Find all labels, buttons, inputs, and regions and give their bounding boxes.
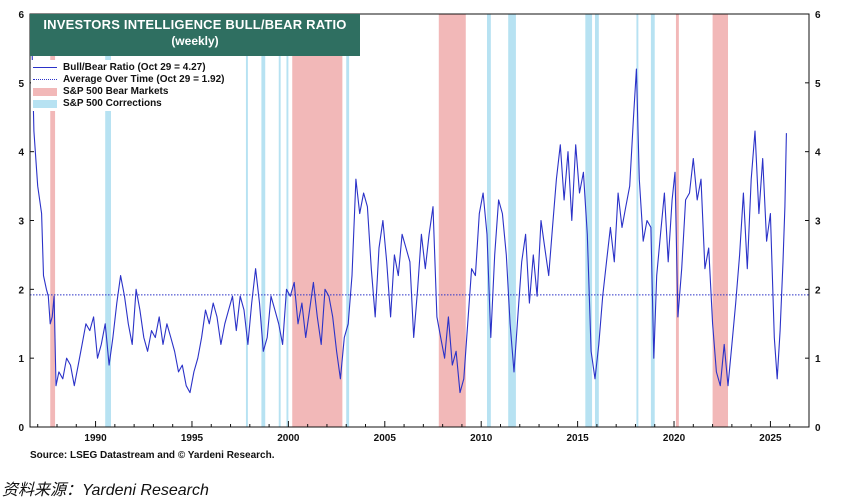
correction-band-0 [105, 14, 111, 427]
legend-corrections: S&P 500 Corrections [33, 97, 224, 109]
legend-line-swatch [33, 62, 57, 72]
correction-band-1 [245, 14, 248, 427]
x-tick-label: 2015 [566, 433, 589, 444]
legend-bear: S&P 500 Bear Markets [33, 85, 224, 97]
correction-band-8 [585, 14, 593, 427]
bear-market-band-4 [712, 14, 729, 427]
legend-series-label: Bull/Bear Ratio (Oct 29 = 4.27) [63, 61, 206, 73]
source-note: Source: LSEG Datastream and © Yardeni Re… [30, 450, 275, 461]
y-tick-label-right: 6 [815, 10, 821, 21]
y-tick-label-left: 1 [18, 354, 24, 365]
y-tick-label-left: 5 [18, 79, 24, 90]
y-tick-label-left: 6 [18, 10, 24, 21]
correction-band-5 [346, 14, 350, 427]
x-tick-label: 2000 [277, 433, 300, 444]
correction-band-2 [261, 14, 266, 427]
correction-band-3 [278, 14, 281, 427]
axis-ticks: 0 0 1 1 2 2 3 3 4 4 5 5 6 6 1990 1995 2000 2005 2010 2015 20… [18, 10, 821, 444]
y-tick-label-left: 3 [18, 217, 24, 228]
correction-band-6 [486, 14, 491, 427]
y-tick-label-right: 0 [815, 423, 821, 434]
y-tick-label-right: 1 [815, 354, 821, 365]
correction-band-9 [594, 14, 599, 427]
x-tick-label: 1995 [181, 433, 204, 444]
y-tick-label-left: 2 [18, 285, 24, 296]
y-tick-label-left: 4 [18, 148, 24, 159]
legend-corrections-label: S&P 500 Corrections [63, 97, 162, 109]
bear-market-band-1 [292, 14, 343, 427]
bull-bear-ratio-line [31, 41, 787, 394]
chart-title: INVESTORS INTELLIGENCE BULL/BEAR RATIO [43, 17, 347, 32]
legend-bear-label: S&P 500 Bear Markets [63, 85, 169, 97]
y-tick-label-right: 4 [815, 148, 821, 159]
series-layer [31, 41, 787, 394]
legend-dotted-swatch [33, 74, 57, 84]
correction-band-10 [636, 14, 639, 427]
legend-series: Bull/Bear Ratio (Oct 29 = 4.27) [33, 61, 224, 73]
correction-band-4 [286, 14, 289, 427]
x-tick-label: 2020 [663, 433, 686, 444]
bear-market-band-0 [50, 14, 56, 427]
x-tick-label: 2025 [759, 433, 782, 444]
x-tick-label: 2005 [374, 433, 397, 444]
legend-corrections-swatch [33, 99, 57, 108]
y-tick-label-right: 3 [815, 217, 821, 228]
chart-subtitle: (weekly) [171, 34, 219, 48]
caption: 资料来源：Yardeni Research [2, 482, 209, 499]
y-tick-label-left: 0 [18, 423, 24, 434]
correction-band-11 [650, 14, 655, 427]
bear-market-band-3 [675, 14, 679, 427]
legend: Bull/Bear Ratio (Oct 29 = 4.27) Average … [31, 60, 229, 111]
chart-title-box: INVESTORS INTELLIGENCE BULL/BEAR RATIO (… [30, 14, 360, 56]
correction-band-7 [508, 14, 516, 427]
y-tick-label-right: 5 [815, 79, 821, 90]
x-tick-label: 2010 [470, 433, 493, 444]
x-tick-label: 1990 [84, 433, 107, 444]
shaded-periods [50, 14, 729, 427]
legend-average-label: Average Over Time (Oct 29 = 1.92) [63, 73, 225, 85]
legend-average: Average Over Time (Oct 29 = 1.92) [33, 73, 224, 85]
legend-bear-swatch [33, 87, 57, 96]
y-tick-label-right: 2 [815, 285, 821, 296]
